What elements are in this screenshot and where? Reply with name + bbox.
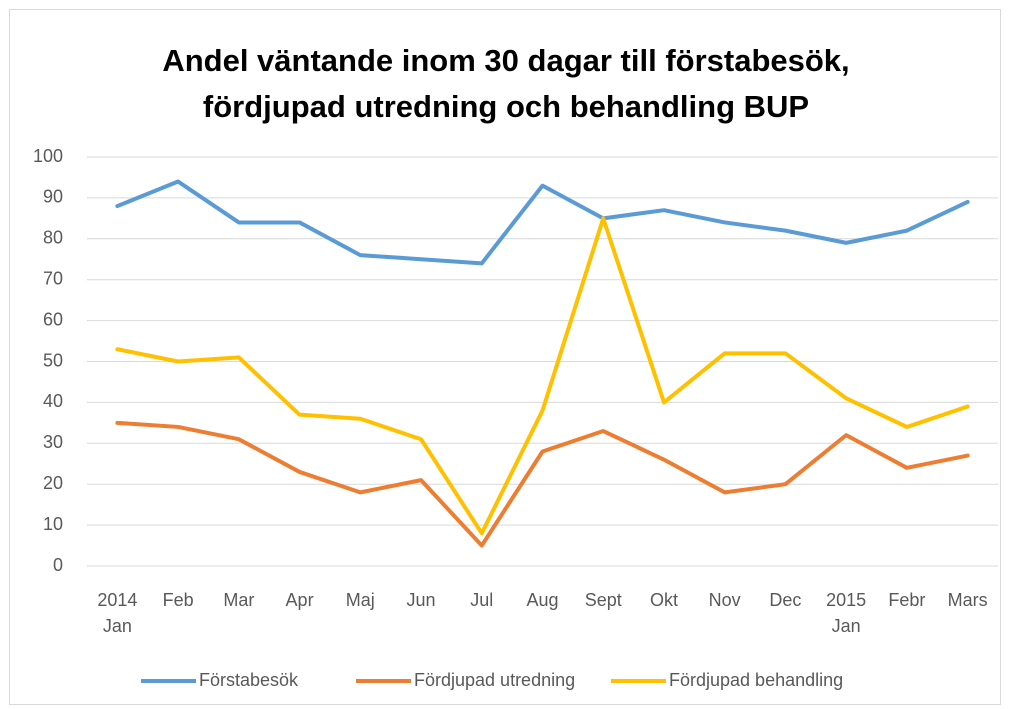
y-tick-label: 30 [43, 432, 63, 452]
y-tick-label: 60 [43, 309, 63, 329]
y-tick-label: 70 [43, 268, 63, 288]
y-tick-label: 20 [43, 473, 63, 493]
y-tick-label: 80 [43, 228, 63, 248]
y-tick-label: 90 [43, 187, 63, 207]
x-tick-label: Febr [888, 590, 926, 610]
x-tick-label: 2014 Jan [97, 590, 138, 636]
x-tick-label: Sept [584, 590, 622, 610]
y-tick-label: 40 [43, 391, 63, 411]
chart-title: Andel väntande inom 30 dagar till första… [162, 43, 850, 124]
line-series [115, 420, 970, 548]
line-series [115, 216, 970, 536]
chart-border [9, 9, 1001, 705]
x-tick-label: Jul [470, 590, 494, 610]
legend-label: Fördjupad utredning [414, 670, 575, 690]
x-tick-label: Maj [345, 590, 375, 610]
legend-label: Fördjupad behandling [669, 670, 843, 690]
x-tick-label: Apr [285, 590, 314, 610]
y-tick-label: 100 [33, 146, 63, 166]
y-tick-label: 50 [43, 350, 63, 370]
x-tick-label: 2015 Jan [826, 590, 867, 636]
x-tick-label: Aug [526, 590, 559, 610]
y-tick-label: 0 [53, 555, 63, 575]
legend-label: Förstabesök [199, 670, 299, 690]
x-tick-label: Jun [406, 590, 436, 610]
x-tick-label: Nov [708, 590, 741, 610]
x-tick-label: Mar [223, 590, 255, 610]
x-tick-label: Mars [947, 590, 988, 610]
line-series [115, 179, 970, 266]
x-tick-label: Dec [769, 590, 802, 610]
x-tick-label: Feb [162, 590, 194, 610]
y-tick-label: 10 [43, 514, 63, 534]
x-tick-label: Okt [649, 590, 678, 610]
